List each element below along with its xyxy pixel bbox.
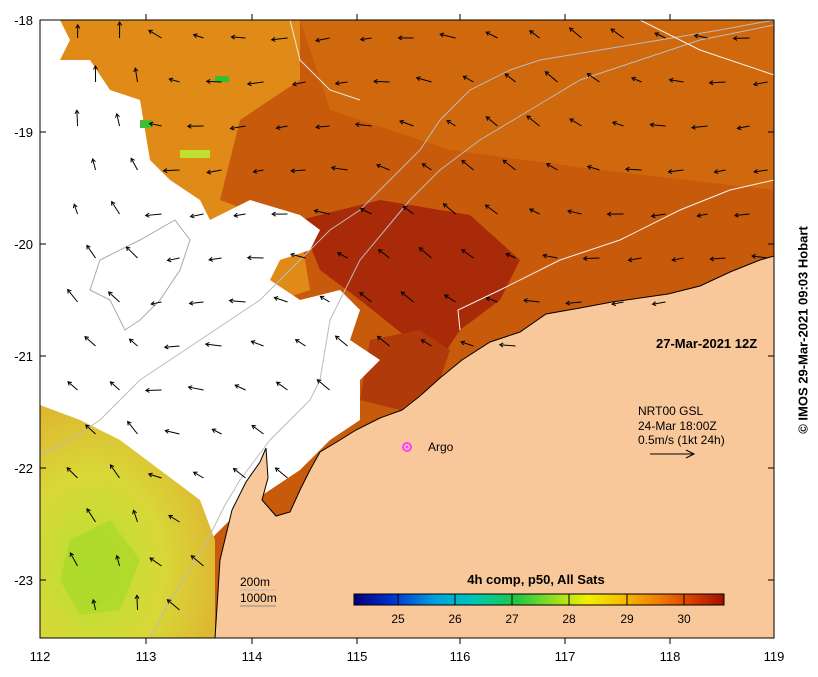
- current-note-line2: 24-Mar 18:00Z: [638, 419, 717, 433]
- y-tick-label: -20: [14, 237, 33, 252]
- colorbar-label: 27: [505, 612, 519, 626]
- x-tick-label: 112: [30, 649, 51, 664]
- colorbar-label: 30: [677, 612, 691, 626]
- current-arrow: [137, 595, 138, 610]
- colorbar-label: 25: [391, 612, 405, 626]
- current-arrow: [77, 110, 78, 126]
- x-tick-label: 119: [764, 649, 785, 664]
- sst-green-patch: [215, 76, 229, 82]
- timestamp-label: 27-Mar-2021 12Z: [656, 336, 757, 351]
- x-tick-label: 116: [450, 649, 471, 664]
- argo-icon-core: [406, 446, 409, 449]
- credit-container: © IMOS 29-Mar-2021 09:03 Hobart: [790, 15, 816, 645]
- depth-legend-shallow: 200m: [240, 575, 270, 589]
- colorbar-label: 28: [562, 612, 576, 626]
- x-tick-label: 118: [660, 649, 681, 664]
- argo-label: Argo: [428, 440, 454, 454]
- depth-legend-deep: 1000m: [240, 591, 277, 605]
- y-tick-label: -23: [14, 573, 33, 588]
- sst-yellow-patch: [180, 150, 210, 158]
- credit-label: © IMOS 29-Mar-2021 09:03 Hobart: [796, 226, 811, 434]
- y-tick-label: -22: [14, 461, 33, 476]
- colorbar-label: 26: [448, 612, 462, 626]
- x-tick-label: 113: [136, 649, 157, 664]
- x-tick-label: 114: [242, 649, 263, 664]
- colorbar-label: 29: [620, 612, 634, 626]
- colorbar: [354, 594, 724, 605]
- y-tick-label: -21: [14, 349, 33, 364]
- current-arrow: [207, 81, 222, 82]
- current-arrow: [584, 258, 600, 259]
- current-note-line3: 0.5m/s (1kt 24h): [638, 433, 725, 447]
- current-arrow: [374, 81, 390, 82]
- y-tick-label: -18: [14, 13, 33, 28]
- x-tick-label: 115: [347, 649, 368, 664]
- current-note-line1: NRT00 GSL: [638, 404, 703, 418]
- map-layers: [40, 20, 774, 638]
- x-tick-label: 117: [555, 649, 576, 664]
- colorbar-title: 4h comp, p50, All Sats: [467, 572, 605, 587]
- y-tick-label: -19: [14, 125, 33, 140]
